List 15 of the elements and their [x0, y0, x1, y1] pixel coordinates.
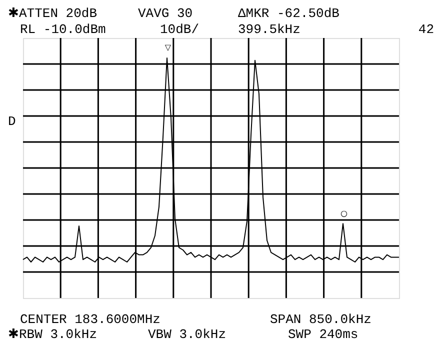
text: ▽: [164, 43, 172, 52]
text: ✱RBW 3.0kHz: [8, 327, 98, 342]
text: 10dB/: [160, 22, 200, 37]
text: VBW 3.0kHz: [148, 327, 226, 342]
text: SPAN 850.0kHz: [270, 312, 372, 327]
text: 42: [418, 22, 434, 37]
text: ΔMKR -62.50dB: [238, 6, 340, 21]
annotation: ○: [340, 209, 348, 218]
text: CENTER 183.6000MHz: [20, 312, 160, 327]
text: SWP 240ms: [288, 327, 358, 342]
text: RL -10.0dBm: [20, 22, 106, 37]
text: VAVG 30: [138, 6, 193, 21]
text: ✱ATTEN 20dB: [8, 6, 98, 21]
text: D: [8, 114, 16, 129]
text: 399.5kHz: [238, 22, 300, 37]
